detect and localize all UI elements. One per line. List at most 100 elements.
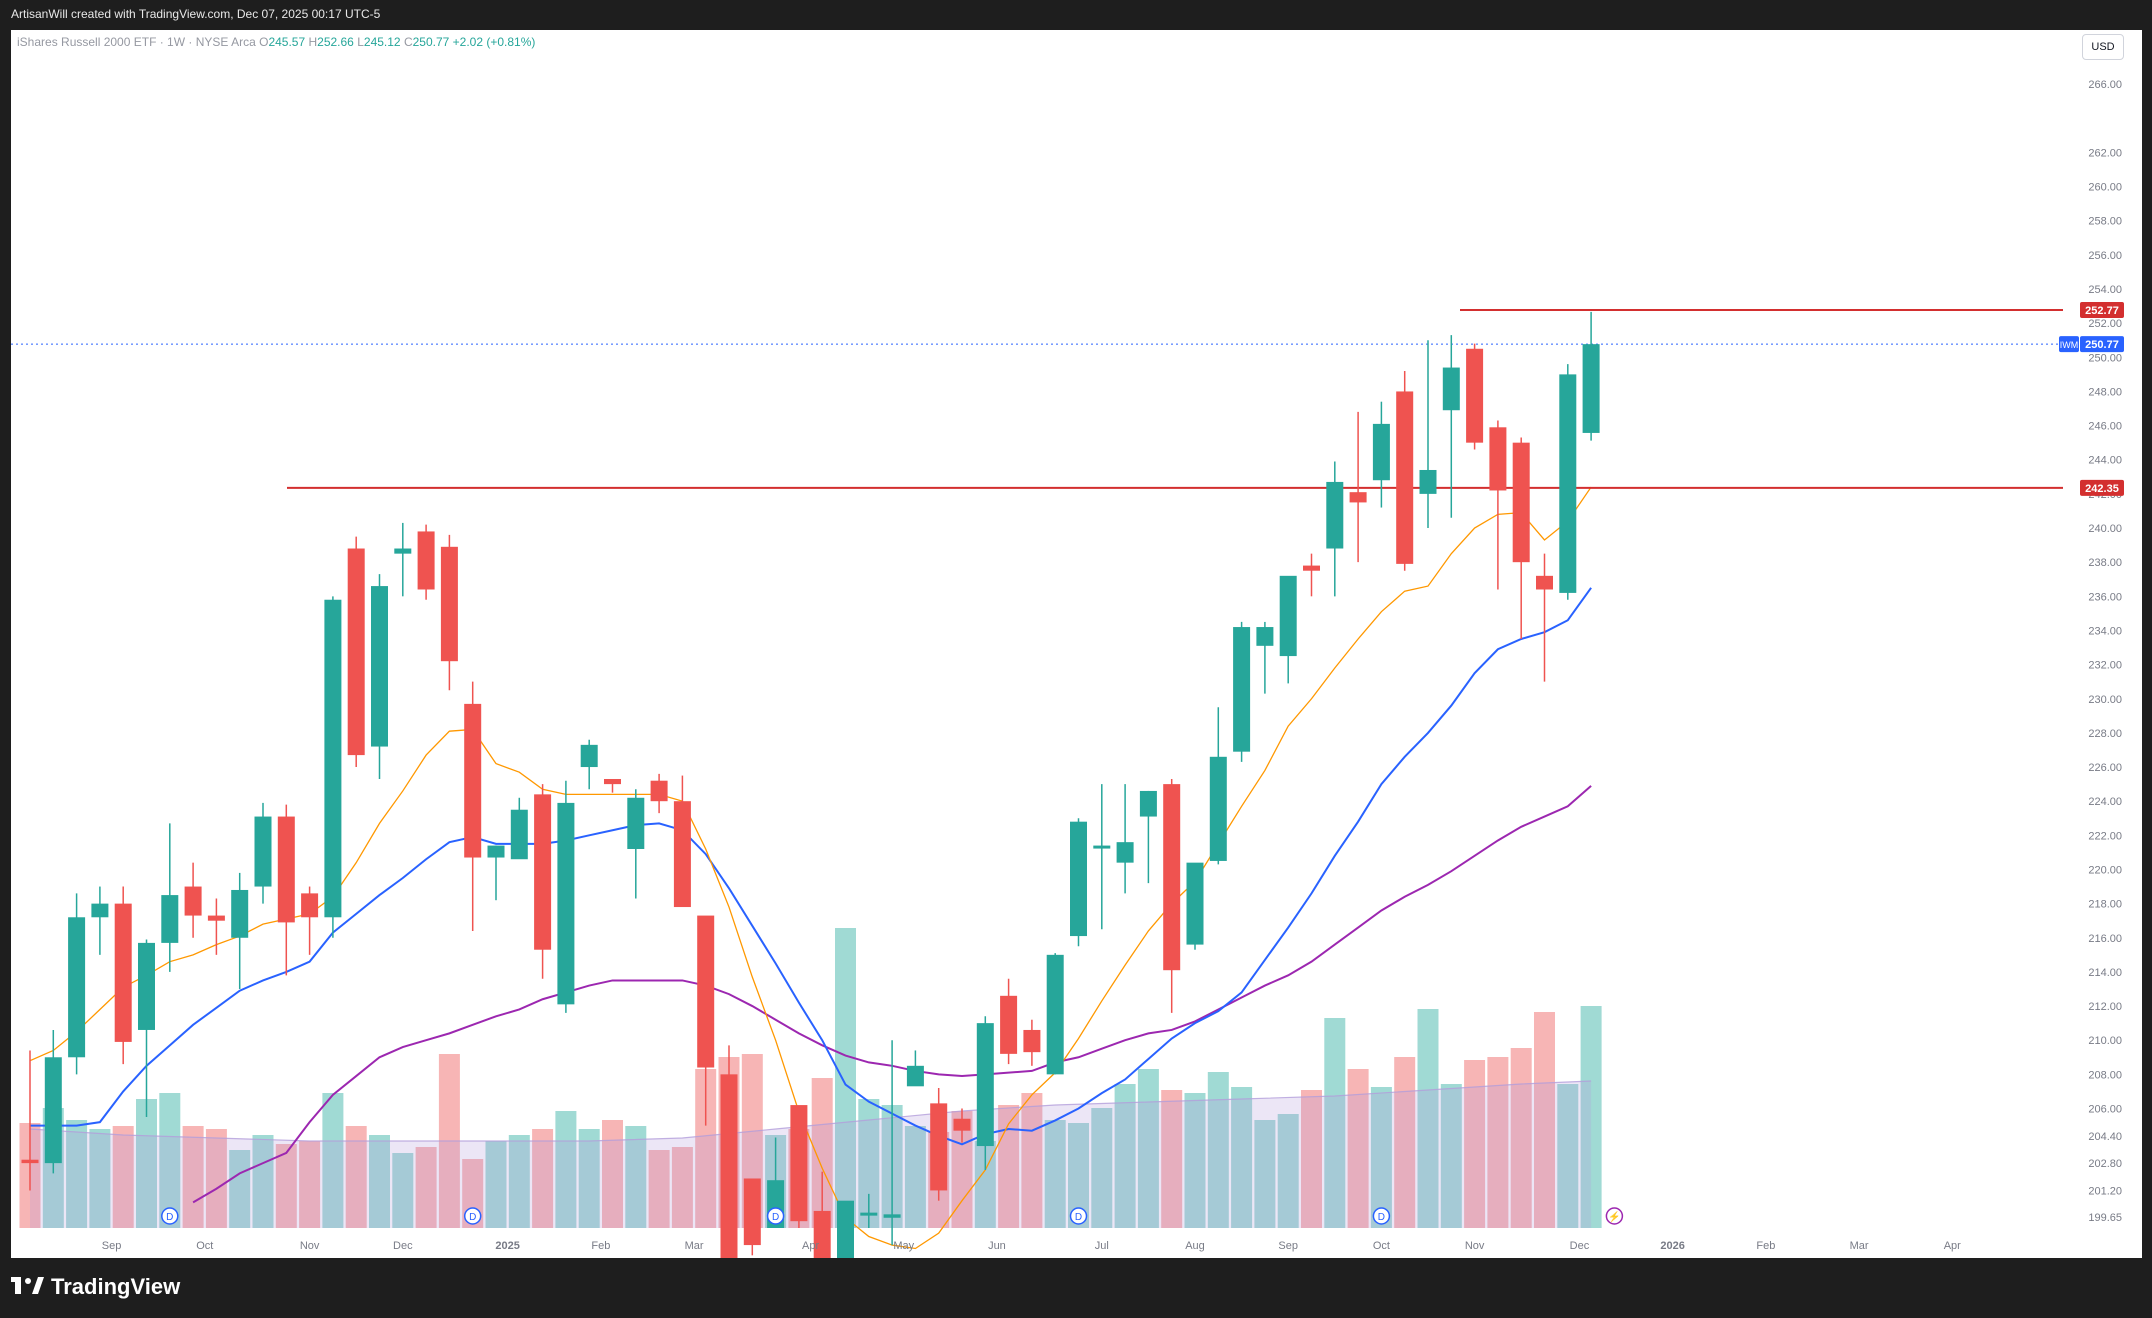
candle-body — [743, 1178, 761, 1246]
price-tick-label: 212.00 — [2088, 1001, 2122, 1013]
candle-body — [930, 1103, 948, 1191]
price-tick-label: 214.00 — [2088, 967, 2122, 979]
currency-button[interactable]: USD — [2082, 34, 2124, 60]
chart-frame[interactable]: D D D D D ⚡ 199.65 201.20 202.80 204.40 206.00 208… — [11, 30, 2142, 1258]
volume-bar — [415, 1147, 437, 1228]
volume-bar — [182, 1126, 204, 1228]
volume-bar — [1440, 1084, 1462, 1228]
volume-bar — [112, 1126, 134, 1228]
volume-bar — [648, 1150, 670, 1228]
price-tick-label: 222.00 — [2088, 830, 2122, 842]
candle-body — [1233, 627, 1251, 752]
volume-bar — [1557, 1084, 1579, 1228]
price-tick-label: 201.20 — [2088, 1185, 2122, 1197]
candle-body — [860, 1212, 878, 1216]
candle-body — [1000, 995, 1018, 1054]
volume-bar — [252, 1135, 274, 1228]
event-marker — [1372, 1207, 1391, 1225]
volume-bar — [695, 1069, 717, 1228]
time-tick-label: Dec — [393, 1240, 413, 1252]
candle-body — [347, 548, 365, 756]
volume-bar — [1370, 1087, 1392, 1228]
time-tick-label: Apr — [1944, 1240, 1961, 1252]
time-tick-label: Jul — [1095, 1240, 1109, 1252]
time-tick-label: Feb — [1756, 1240, 1775, 1252]
price-chart[interactable]: D D D D D ⚡ 199.65 201.20 202.80 204.40 206.00 208… — [11, 30, 2142, 1258]
volume-bar — [1417, 1009, 1439, 1228]
price-tick-label: 199.65 — [2088, 1212, 2122, 1224]
volume-bar — [1068, 1123, 1089, 1228]
volume-bar — [1254, 1120, 1276, 1228]
time-tick-label: Oct — [196, 1240, 213, 1252]
candle-body — [1070, 821, 1087, 937]
price-tick-label: 236.00 — [2088, 591, 2122, 603]
time-tick-label: Sep — [1278, 1240, 1298, 1252]
price-tick-label: 244.00 — [2088, 455, 2122, 467]
candle-body — [837, 1200, 854, 1258]
symbol-description: iShares Russell 2000 ETF · 1W · NYSE Arc… — [17, 35, 256, 49]
candle-body — [91, 903, 109, 918]
candle-body — [1582, 344, 1600, 433]
price-tick-label: 226.00 — [2088, 762, 2122, 774]
time-tick-label: Oct — [1373, 1240, 1390, 1252]
candle-body — [1139, 790, 1157, 817]
volume-bar — [602, 1120, 623, 1228]
event-marker-label: D — [1075, 1212, 1082, 1223]
event-marker — [766, 1207, 785, 1225]
candle-body — [580, 744, 598, 768]
low-label: L — [357, 35, 364, 49]
event-marker-label: D — [772, 1212, 779, 1223]
candle-body — [1326, 481, 1344, 549]
volume-bar — [1231, 1087, 1253, 1228]
credit-text: ArtisanWill created with TradingView.com… — [11, 7, 381, 21]
candle-body — [953, 1118, 971, 1131]
candle-body — [673, 801, 691, 908]
volume-bar — [392, 1153, 414, 1228]
time-tick-label: Aug — [1185, 1240, 1205, 1252]
last-price-tag: 250.77 — [2085, 339, 2119, 351]
candle-body — [1209, 756, 1227, 861]
low-value: 245.12 — [363, 35, 401, 49]
price-tick-label: 250.00 — [2088, 352, 2122, 364]
candle-body — [487, 845, 505, 858]
symbol-tag: IWM — [2060, 340, 2079, 350]
volume-bar — [835, 928, 856, 1228]
time-tick-label: Mar — [685, 1240, 704, 1252]
volume-bar — [1207, 1072, 1229, 1228]
candle-body — [1303, 565, 1320, 571]
volume-bar — [1487, 1057, 1509, 1228]
event-marker-label: ⚡ — [1608, 1210, 1620, 1223]
price-tick-label: 252.00 — [2088, 318, 2122, 330]
brand[interactable]: TradingView — [11, 1274, 180, 1300]
candle-body — [1559, 374, 1577, 593]
volume-layer — [19, 928, 1602, 1228]
last-price-tag-bg — [2080, 336, 2124, 353]
candle-body — [1163, 784, 1181, 971]
event-marker-label: D — [469, 1212, 476, 1223]
volume-bar — [555, 1111, 577, 1228]
volume-ma-layer — [29, 1080, 1592, 1228]
candle-body — [790, 1105, 808, 1222]
candle-body — [114, 903, 132, 1042]
candle-body — [1489, 427, 1507, 491]
price-tick-label: 254.00 — [2088, 284, 2122, 296]
volume-bar — [951, 1111, 973, 1228]
price-tick-label: 220.00 — [2088, 864, 2122, 876]
candle-body — [277, 816, 295, 923]
candle-body — [207, 915, 225, 921]
candle-body — [1419, 469, 1437, 494]
volume-bar — [1044, 1120, 1066, 1228]
price-tick-label: 260.00 — [2088, 182, 2122, 194]
volume-bar — [159, 1093, 181, 1228]
candle-body — [254, 816, 272, 887]
close-label: C — [403, 35, 413, 49]
price-tick-label: 208.00 — [2088, 1069, 2122, 1081]
price-tick-label: 234.00 — [2088, 625, 2122, 637]
volume-bar — [904, 1126, 926, 1228]
candle-body — [394, 548, 412, 554]
time-tick-label: Feb — [591, 1240, 610, 1252]
candle-body — [557, 802, 575, 1005]
volume-bar — [508, 1135, 530, 1228]
hline-price-tag-bg — [2080, 479, 2124, 496]
candle-body — [231, 889, 249, 938]
